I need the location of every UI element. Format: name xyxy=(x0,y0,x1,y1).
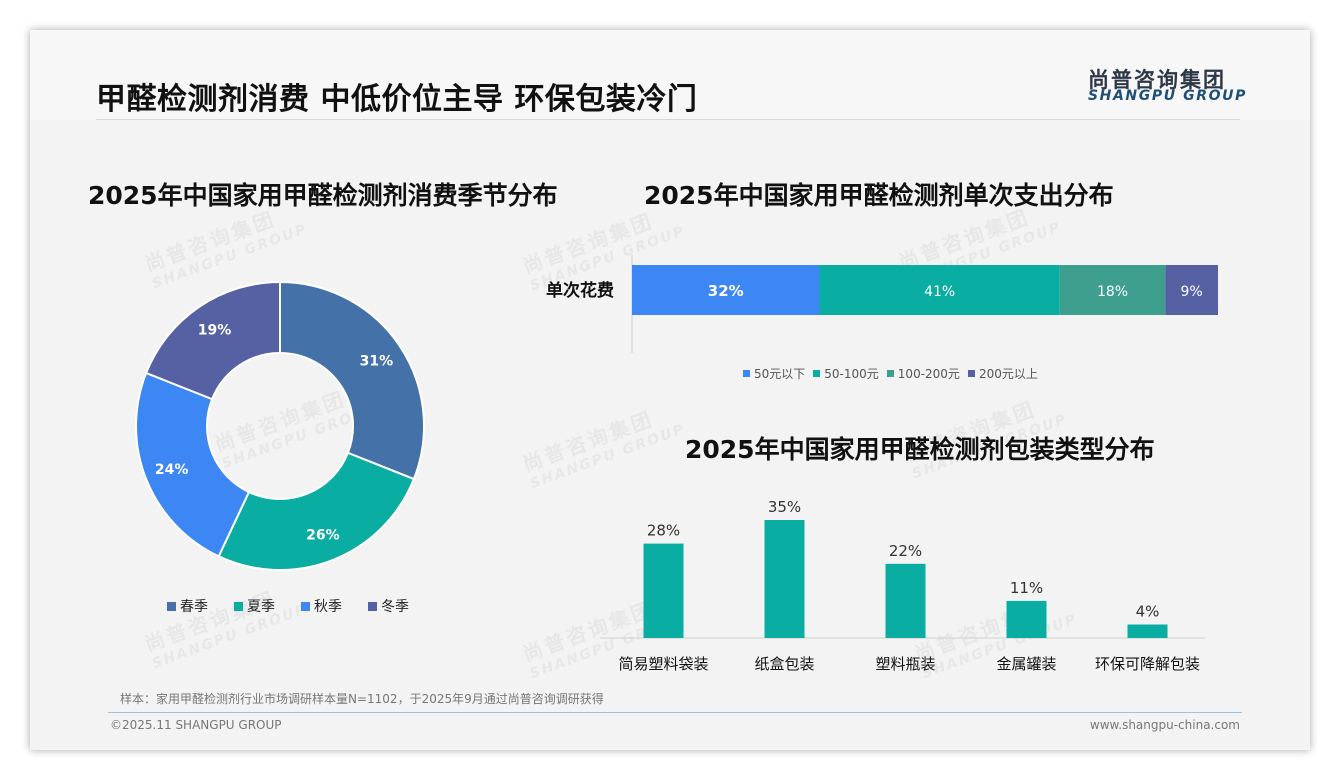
donut-legend-label: 夏季 xyxy=(247,599,275,615)
stacked-bar-legend-label: 200元以上 xyxy=(978,367,1038,381)
column-bar xyxy=(1127,624,1168,638)
website: www.shangpu-china.com xyxy=(1089,718,1240,732)
stacked-bar-data-label: 9% xyxy=(1181,284,1203,300)
donut-slice xyxy=(279,280,425,481)
donut-legend-swatch xyxy=(301,601,310,611)
column-bar xyxy=(885,563,926,638)
stacked-bar-legend: 50元以下 50-100元 100-200元 200元以上 xyxy=(743,365,1046,382)
stacked-bar-legend-swatch xyxy=(886,370,894,377)
page-title: 甲醛检测剂消费 中低价位主导 环保包装冷门 xyxy=(96,82,698,117)
footer-divider xyxy=(108,712,1242,713)
stacked-bar-segment xyxy=(819,265,1060,315)
stacked-bar-segment xyxy=(1059,265,1166,315)
stacked-bar-legend-swatch xyxy=(967,370,975,377)
column-data-label: 4% xyxy=(1136,603,1160,621)
donut-legend-swatch xyxy=(234,601,243,611)
column-data-label: 35% xyxy=(768,498,801,516)
stacked-bar-data-label: 18% xyxy=(1097,284,1128,300)
column-data-label: 22% xyxy=(889,542,922,560)
column-category-label: 塑料瓶装 xyxy=(875,655,935,673)
stacked-bar-legend-item: 200元以上 xyxy=(967,365,1038,382)
logo-english: SHANGPU GROUP xyxy=(1088,88,1247,104)
donut-chart-title: 2025年中国家用甲醛检测剂消费季节分布 xyxy=(88,181,558,210)
column-chart-title: 2025年中国家用甲醛检测剂包装类型分布 xyxy=(685,435,1155,464)
stacked-bar-data-label: 41% xyxy=(924,284,955,300)
donut-legend-item: 冬季 xyxy=(368,596,409,616)
column-chart: 28% 简易塑料袋装 35% 纸盒包装 22% 塑料瓶装 11% 金属罐装 4% 环保可降解包装 xyxy=(600,498,1205,673)
stacked-bar-legend-item: 50元以下 xyxy=(743,365,805,382)
donut-legend-label: 春季 xyxy=(180,599,208,615)
stacked-bar-segment xyxy=(632,265,820,315)
stacked-bar-segment xyxy=(1165,265,1218,315)
stacked-bar-chart: 单次花费 32% 41% 18% 9% xyxy=(546,255,1218,353)
donut-data-label: 19% xyxy=(198,323,232,339)
stacked-bar-legend-label: 100-200元 xyxy=(897,367,960,381)
column-data-label: 11% xyxy=(1010,579,1043,597)
donut-data-label: 26% xyxy=(306,527,340,543)
column-data-label: 28% xyxy=(647,522,680,540)
donut-legend-item: 秋季 xyxy=(301,596,342,616)
column-category-label: 简易塑料袋装 xyxy=(618,655,708,673)
stacked-bar-legend-label: 50元以下 xyxy=(754,367,806,381)
column-bar xyxy=(643,543,684,638)
donut-data-label: 31% xyxy=(360,354,394,370)
slide: 甲醛检测剂消费 中低价位主导 环保包装冷门 尚普咨询集团 SHANGPU GRO… xyxy=(30,30,1310,750)
stacked-bar-legend-item: 50-100元 xyxy=(813,365,879,382)
donut-legend-swatch xyxy=(167,601,176,611)
stacked-bar-legend-item: 100-200元 xyxy=(886,365,960,382)
logo-chinese: 尚普咨询集团 xyxy=(1088,68,1226,92)
stacked-bar-category-label: 单次花费 xyxy=(546,280,614,301)
column-category-label: 环保可降解包装 xyxy=(1095,655,1200,673)
donut-slice xyxy=(217,451,416,571)
donut-legend-item: 夏季 xyxy=(234,596,275,616)
donut-legend-swatch xyxy=(368,601,377,611)
donut-slice xyxy=(144,280,281,401)
stacked-bar-legend-label: 50-100元 xyxy=(824,367,879,381)
sample-note: 样本：家用甲醛检测剂行业市场调研样本量N=1102，于2025年9月通过尚普咨询… xyxy=(120,692,604,706)
column-bar xyxy=(764,520,805,638)
donut-legend-item: 春季 xyxy=(167,596,208,616)
column-category-label: 纸盒包装 xyxy=(754,655,814,673)
header-bar xyxy=(30,30,1310,120)
donut-data-label: 24% xyxy=(155,462,189,478)
watermark: 尚普咨询集团 SHANGPU GROUP xyxy=(141,586,310,673)
column-bar xyxy=(1006,600,1047,638)
donut-legend-label: 秋季 xyxy=(314,599,342,615)
column-category-label: 金属罐装 xyxy=(996,655,1056,673)
stacked-bar-data-label: 32% xyxy=(708,282,744,300)
donut-legend: 春季 夏季 秋季 冬季 xyxy=(167,596,435,616)
donut-legend-label: 冬季 xyxy=(381,599,409,615)
stacked-bar-legend-swatch xyxy=(813,370,821,377)
donut-slice xyxy=(135,371,251,558)
stacked-bar-legend-swatch xyxy=(743,370,750,377)
stacked-bar-title: 2025年中国家用甲醛检测剂单次支出分布 xyxy=(644,181,1114,210)
copyright: ©2025.11 SHANGPU GROUP xyxy=(110,718,282,732)
title-divider xyxy=(96,119,1240,120)
watermark: 尚普咨询集团 SHANGPU GROUP xyxy=(519,406,688,493)
donut-chart: 31% 26% 24% 19% xyxy=(135,280,425,571)
